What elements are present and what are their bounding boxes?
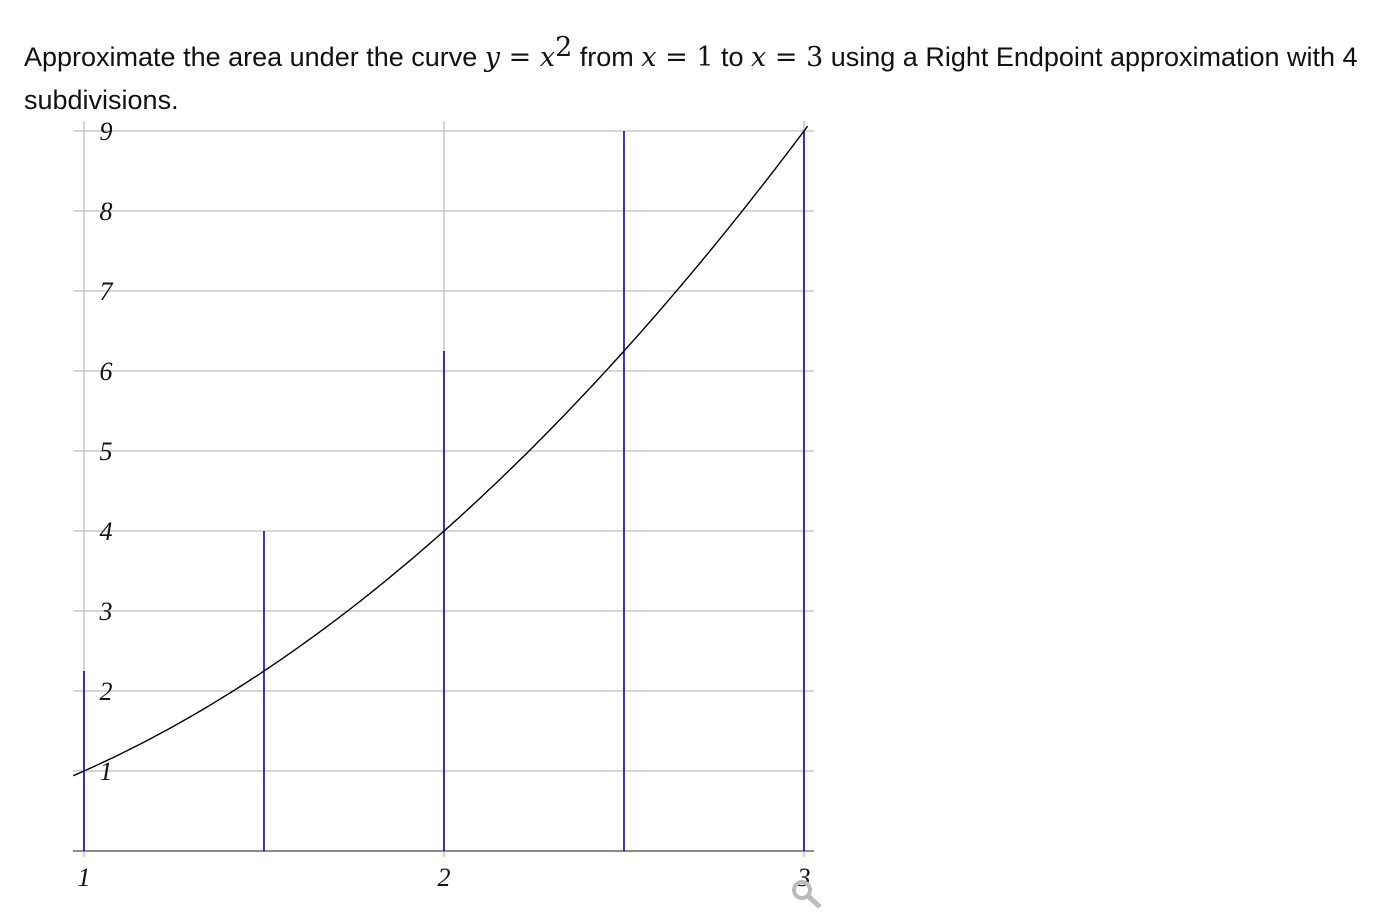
y-tick-label: 3 [99, 597, 113, 626]
y-tick-label: 1 [100, 757, 113, 786]
math-x: x [751, 42, 767, 73]
x-tick-label: 1 [78, 863, 91, 892]
y-tick-label: 9 [100, 117, 113, 146]
y-tick-label: 6 [100, 357, 113, 386]
y-tick-label: 8 [100, 197, 113, 226]
math-upper-bound: 3 [806, 42, 824, 73]
y-tick-label: 2 [100, 677, 113, 706]
text-from: from [572, 42, 642, 72]
x-tick-label: 2 [438, 863, 451, 892]
question-suffix: using a Right Endpoint approximation wit… [24, 42, 1358, 115]
math-x: x [641, 42, 657, 73]
math-exponent: 2 [555, 32, 573, 63]
y-tick-label: 7 [100, 277, 114, 306]
function-curve [72, 125, 809, 777]
math-eq: = [656, 42, 697, 73]
math-lower-bound: 1 [696, 42, 714, 73]
y-tick-label: 4 [100, 517, 113, 546]
math-y: y [484, 42, 501, 73]
math-x: x [539, 42, 556, 73]
question-prefix: Approximate the area under the curve [24, 42, 485, 72]
text-to: to [713, 42, 752, 72]
math-eq: = [500, 42, 540, 73]
math-eq: = [766, 42, 807, 73]
magnifier-icon[interactable] [790, 878, 824, 909]
y-tick-label: 5 [100, 437, 113, 466]
question-text: Approximate the area under the curve y =… [24, 26, 1364, 122]
